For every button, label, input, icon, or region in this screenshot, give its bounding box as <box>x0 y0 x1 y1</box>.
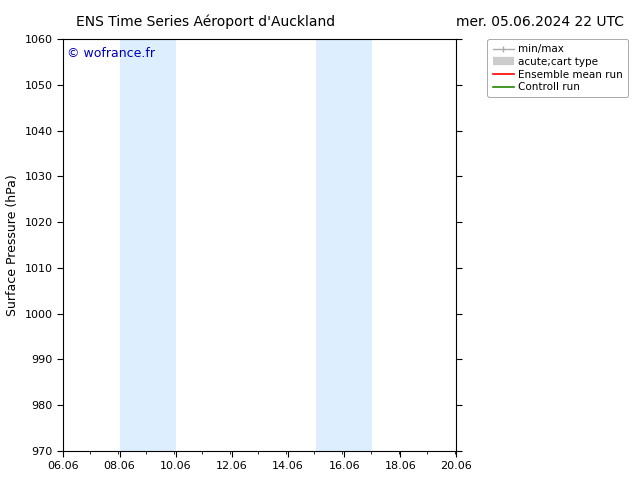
Legend: min/max, acute;cart type, Ensemble mean run, Controll run: min/max, acute;cart type, Ensemble mean … <box>488 39 628 98</box>
Y-axis label: Surface Pressure (hPa): Surface Pressure (hPa) <box>6 174 19 316</box>
Bar <box>120 39 176 451</box>
Text: ENS Time Series Aéroport d'Auckland: ENS Time Series Aéroport d'Auckland <box>76 15 335 29</box>
Text: mer. 05.06.2024 22 UTC: mer. 05.06.2024 22 UTC <box>456 15 624 29</box>
Bar <box>316 39 372 451</box>
Text: © wofrance.fr: © wofrance.fr <box>67 48 155 60</box>
